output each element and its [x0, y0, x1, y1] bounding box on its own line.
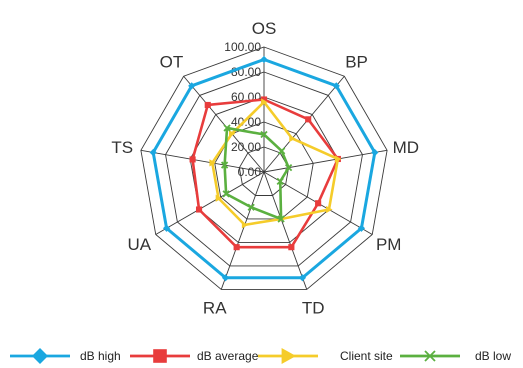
series-client-site — [209, 98, 342, 229]
data-point — [260, 130, 268, 139]
legend-marker — [153, 349, 167, 363]
legend-item-client-site: Client site — [258, 348, 393, 364]
grid — [140, 46, 388, 290]
legend-marker — [424, 350, 436, 362]
data-point — [233, 244, 240, 251]
data-point — [221, 274, 230, 282]
legend-label: dB low — [475, 349, 511, 363]
legend-label: Client site — [340, 349, 393, 363]
grid-ring — [165, 71, 363, 267]
data-point — [260, 55, 268, 64]
series-db-average — [189, 96, 341, 251]
data-point — [222, 190, 230, 198]
series-line — [191, 98, 340, 249]
series-line — [151, 58, 377, 280]
data-point — [298, 274, 307, 282]
data-point — [241, 221, 249, 229]
data-point — [289, 134, 296, 143]
category-label-md: MD — [393, 138, 419, 157]
data-point — [261, 98, 268, 106]
category-label-ua: UA — [127, 235, 151, 254]
legend-item-db-low: dB low — [400, 349, 511, 363]
tick-label: 100.00 — [224, 40, 261, 54]
data-point — [223, 124, 231, 132]
grid-spoke — [263, 75, 345, 173]
data-point — [247, 203, 255, 211]
data-point — [215, 194, 223, 202]
series-line — [223, 126, 290, 221]
data-point — [204, 101, 211, 109]
grid-spoke — [155, 171, 265, 235]
tick-label: 0.00 — [238, 165, 262, 179]
data-point — [277, 215, 285, 223]
series-db-low — [220, 124, 293, 223]
grid-spoke — [263, 171, 308, 290]
data-point — [371, 148, 379, 157]
series-line — [210, 100, 340, 227]
legend-item-db-average: dB average — [130, 349, 259, 363]
data-point — [315, 200, 322, 207]
grid-spoke — [140, 149, 265, 173]
legend-item-db-high: dB high — [10, 348, 121, 364]
legend-label: dB average — [197, 349, 259, 363]
category-label-ts: TS — [111, 138, 133, 157]
category-labels: OS BP MD PM TD RA UA TS OT — [111, 19, 419, 317]
data-point — [278, 147, 286, 155]
data-point — [195, 206, 203, 213]
legend-label: dB high — [80, 349, 121, 363]
data-point — [260, 96, 268, 103]
legend: dB high dB average Client site dB low — [10, 348, 511, 364]
data-point — [276, 177, 284, 186]
grid-spoke — [220, 171, 265, 290]
category-label-ot: OT — [160, 53, 184, 72]
category-label-ra: RA — [203, 298, 227, 317]
data-point — [288, 244, 295, 251]
legend-marker — [32, 348, 48, 364]
data-point — [305, 116, 312, 123]
grid-ring — [140, 46, 388, 290]
data-point — [162, 224, 171, 232]
series-db-high — [149, 55, 379, 282]
grid-ring — [189, 96, 339, 243]
category-label-td: TD — [302, 298, 325, 317]
category-label-os: OS — [252, 19, 277, 38]
data-point — [149, 148, 157, 157]
series — [149, 55, 379, 282]
data-point — [228, 130, 236, 138]
data-point — [189, 156, 196, 163]
legend-marker — [281, 348, 296, 364]
data-point — [334, 155, 342, 163]
data-point — [220, 161, 229, 169]
data-point — [357, 224, 366, 232]
grid-spoke — [263, 149, 388, 173]
tick-label: 40.00 — [231, 115, 261, 129]
tick-label: 20.00 — [231, 140, 261, 154]
category-label-pm: PM — [376, 235, 402, 254]
category-label-bp: BP — [345, 53, 368, 72]
grid-spoke — [183, 75, 265, 173]
data-point — [209, 159, 216, 167]
data-point — [326, 205, 333, 214]
data-point — [332, 82, 340, 90]
data-point — [188, 82, 196, 90]
data-point — [284, 164, 293, 172]
